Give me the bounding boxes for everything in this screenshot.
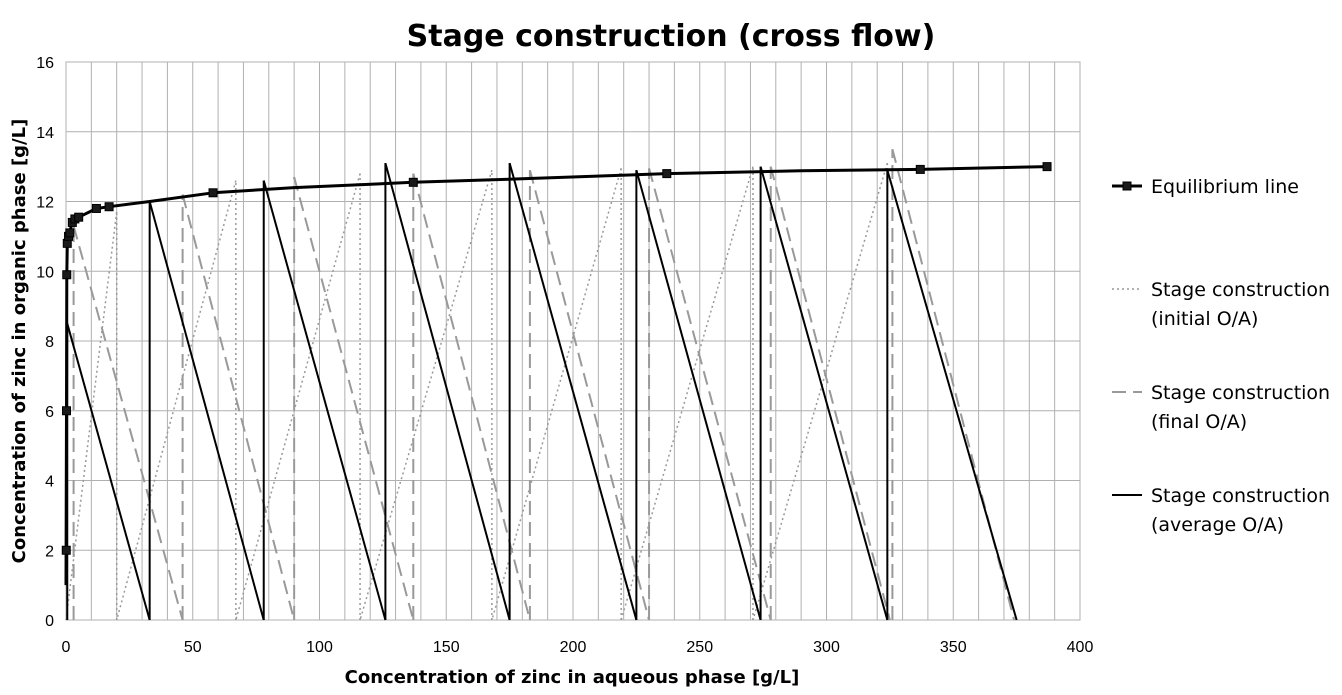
y-tick-label: 6 xyxy=(45,404,54,421)
x-tick-label: 300 xyxy=(813,639,840,656)
x-tick-label: 150 xyxy=(433,639,460,656)
x-tick-label: 400 xyxy=(1067,639,1094,656)
stage-segment xyxy=(293,176,415,621)
stage-segment xyxy=(66,323,151,621)
equilibrium-point xyxy=(62,270,72,280)
legend-label: Stage construction xyxy=(1151,279,1330,301)
equilibrium-point xyxy=(662,169,672,179)
stage-segment xyxy=(384,162,511,621)
plot-area xyxy=(61,148,1052,621)
y-tick-label: 0 xyxy=(45,613,54,630)
equilibrium-point xyxy=(65,228,75,238)
x-tick-label: 50 xyxy=(184,639,202,656)
series-0 xyxy=(61,162,1052,586)
legend-label: Equilibrium line xyxy=(1151,176,1299,198)
legend-marker xyxy=(1122,181,1132,191)
y-axis-title: Concentration of zinc in organic phase [… xyxy=(9,119,30,564)
y-tick-label: 2 xyxy=(45,543,54,560)
x-axis-title: Concentration of zinc in aqueous phase [… xyxy=(345,667,800,688)
stage-segment xyxy=(65,211,118,621)
stage-segment xyxy=(759,166,889,621)
x-tick-label: 250 xyxy=(686,639,713,656)
stage-segment xyxy=(635,169,762,621)
y-tick-label: 10 xyxy=(36,264,54,281)
legend-label: (average O/A) xyxy=(1151,514,1284,536)
stage-segment xyxy=(508,162,638,621)
stage-segment xyxy=(528,169,651,621)
stage-segment xyxy=(359,169,493,621)
legend-label: (initial O/A) xyxy=(1151,308,1258,330)
x-tick-label: 100 xyxy=(306,639,333,656)
y-tick-label: 14 xyxy=(36,125,54,142)
y-tick-label: 16 xyxy=(36,55,54,72)
equilibrium-point xyxy=(62,406,72,416)
grid xyxy=(65,61,1081,621)
x-tick-label: 0 xyxy=(62,639,71,656)
stage-segment xyxy=(148,201,265,621)
equilibrium-curve xyxy=(64,165,1048,586)
x-tick-label: 350 xyxy=(940,639,967,656)
equilibrium-point xyxy=(408,177,418,187)
equilibrium-point xyxy=(91,203,101,213)
legend-item-1: Stage construction (initial O/A) xyxy=(1112,279,1330,330)
stage-segment xyxy=(648,168,772,621)
stage-segment xyxy=(235,173,361,621)
y-tick-label: 4 xyxy=(45,474,54,491)
legend-label: Stage construction xyxy=(1151,382,1330,404)
equilibrium-point xyxy=(74,212,84,222)
stage-segment xyxy=(886,169,1018,621)
stage-segment xyxy=(262,180,387,621)
y-tick-label: 12 xyxy=(36,195,54,212)
stage-segment xyxy=(72,225,184,621)
stage-segment xyxy=(620,166,754,621)
stage-segment xyxy=(752,162,889,621)
legend-label: Stage construction xyxy=(1151,485,1330,507)
stage-segment xyxy=(769,166,891,621)
legend-label: (final O/A) xyxy=(1151,411,1247,433)
equilibrium-point xyxy=(1042,162,1052,172)
stage-segment xyxy=(181,194,296,621)
legend-item-3: Stage construction (average O/A) xyxy=(1112,485,1330,536)
stage-segment xyxy=(491,168,622,621)
stage-segment xyxy=(115,180,237,621)
series-3 xyxy=(66,162,1018,621)
equilibrium-point xyxy=(104,202,114,212)
x-tick-label: 200 xyxy=(560,639,587,656)
equilibrium-point xyxy=(61,545,71,555)
series-2 xyxy=(72,148,1016,621)
tick-labels: 0 50 100 150 200 250 300 350 400 0 2 4 6 8 10 12 14 16 xyxy=(36,55,1093,656)
equilibrium-point xyxy=(208,188,218,198)
chart-title: Stage construction (cross flow) xyxy=(407,19,936,54)
y-tick-label: 8 xyxy=(45,334,54,351)
equilibrium-point xyxy=(915,164,925,174)
legend-item-0: Equilibrium line xyxy=(1112,176,1299,198)
legend: Equilibrium line Stage construction (initi… xyxy=(1112,176,1330,536)
legend-item-2: Stage construction (final O/A) xyxy=(1112,382,1330,433)
